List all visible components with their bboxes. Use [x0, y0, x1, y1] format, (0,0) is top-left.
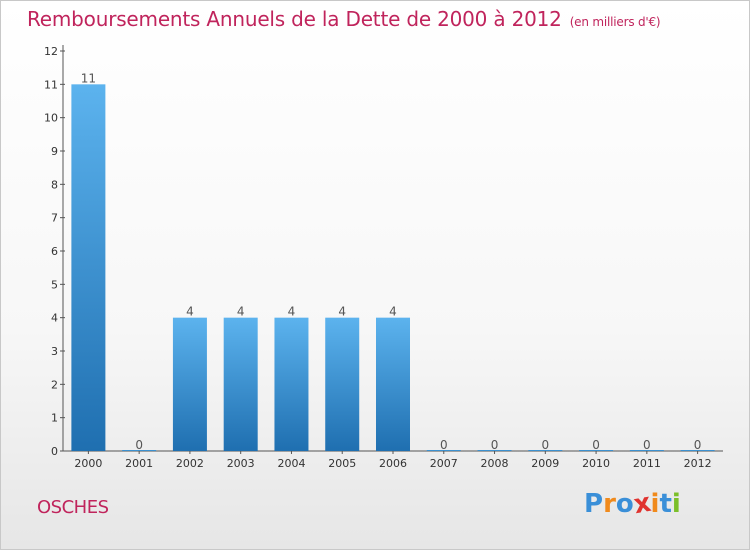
- bar-2008: [477, 450, 512, 451]
- data-label-2000: 11: [81, 71, 96, 85]
- y-tick-label: 12: [44, 45, 58, 58]
- data-label-2012: 0: [694, 438, 702, 452]
- bar-2009: [528, 450, 563, 451]
- logo-letter: t: [659, 489, 672, 519]
- chart-bars: [71, 84, 715, 451]
- chart-title: Remboursements Annuels de la Dette de 20…: [27, 7, 661, 31]
- data-label-2009: 0: [541, 438, 549, 452]
- x-tick-label-2011: 2011: [633, 457, 661, 470]
- bar-2006: [376, 317, 410, 451]
- chart-title-text: Remboursements Annuels de la Dette de 20…: [27, 7, 562, 31]
- x-tick-label-2005: 2005: [328, 457, 356, 470]
- y-tick-label: 2: [51, 378, 58, 391]
- x-tick-label-2003: 2003: [227, 457, 255, 470]
- x-tick-label-2012: 2012: [684, 457, 712, 470]
- x-tick-label-2008: 2008: [481, 457, 509, 470]
- y-tick-label: 7: [51, 212, 58, 225]
- data-label-2001: 0: [135, 438, 143, 452]
- x-tick-label-2009: 2009: [531, 457, 559, 470]
- data-label-2008: 0: [491, 438, 499, 452]
- data-label-2005: 4: [338, 305, 346, 319]
- data-label-2003: 4: [237, 305, 245, 319]
- data-label-2006: 4: [389, 305, 397, 319]
- data-label-2007: 0: [440, 438, 448, 452]
- logo-letter: i: [650, 489, 660, 519]
- chart-unit: (en milliers d'€): [569, 15, 661, 29]
- logo-letter: r: [603, 489, 616, 519]
- x-tick-label-2010: 2010: [582, 457, 610, 470]
- bar-2002: [172, 317, 207, 451]
- bar-2012: [680, 450, 715, 451]
- bar-2005: [325, 317, 360, 451]
- bar-2004: [274, 317, 309, 451]
- x-tick-label-2002: 2002: [176, 457, 204, 470]
- data-label-2004: 4: [288, 305, 296, 319]
- y-tick-label: 10: [44, 112, 58, 125]
- y-tick-label: 3: [51, 345, 58, 358]
- commune-name: OSCHES: [37, 497, 109, 518]
- y-tick-label: 11: [44, 78, 58, 91]
- y-tick-label: 4: [51, 312, 58, 325]
- y-tick-label: 0: [51, 445, 58, 458]
- y-tick-label: 6: [51, 245, 58, 258]
- y-tick-label: 1: [51, 412, 58, 425]
- proxiti-logo: Proxiti: [584, 488, 681, 520]
- data-label-2010: 0: [592, 438, 600, 452]
- x-tick-label-2007: 2007: [430, 457, 458, 470]
- bar-2007: [426, 450, 461, 451]
- bar-2000: [71, 84, 106, 451]
- logo-letter: i: [671, 489, 681, 519]
- bar-2003: [223, 317, 258, 451]
- bar-2010: [579, 450, 614, 451]
- logo-letter: o: [615, 489, 634, 519]
- data-label-2011: 0: [643, 438, 651, 452]
- chart-labels: 2000 11 2001 0 2002 4 2003 4 2004 4 2005 4 2006 4 2007…: [74, 71, 711, 470]
- x-tick-label-2004: 2004: [277, 457, 305, 470]
- y-tick-label: 9: [51, 145, 58, 158]
- x-tick-label-2001: 2001: [125, 457, 153, 470]
- data-label-2002: 4: [186, 305, 194, 319]
- bar-2001: [122, 450, 157, 451]
- x-tick-label-2006: 2006: [379, 457, 407, 470]
- y-tick-label: 8: [51, 178, 58, 191]
- y-tick-label: 5: [51, 278, 58, 291]
- logo-letter: P: [584, 489, 604, 519]
- bar-2011: [629, 450, 664, 451]
- x-tick-label-2000: 2000: [74, 457, 102, 470]
